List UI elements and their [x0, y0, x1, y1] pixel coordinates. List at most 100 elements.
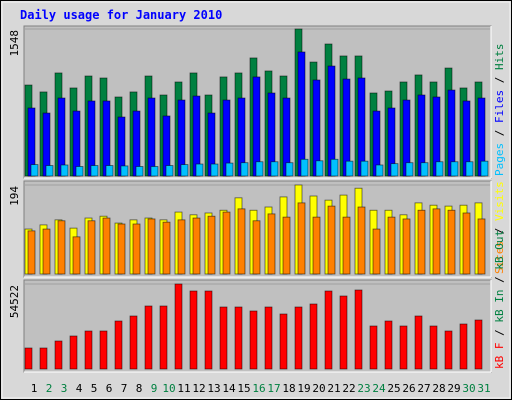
bar [132, 223, 141, 275]
legend: kB F / kB In / kB Out [493, 230, 506, 369]
bar [252, 76, 261, 177]
bar [444, 330, 453, 370]
bar [369, 325, 378, 370]
bar [120, 165, 129, 177]
bar [375, 164, 384, 177]
bar [192, 217, 201, 275]
bar [354, 289, 363, 370]
x-tick-label: 1 [31, 382, 38, 395]
bar [54, 340, 63, 370]
bar [144, 305, 153, 370]
x-tick-label: 14 [222, 382, 236, 395]
bar [240, 162, 249, 177]
bar [27, 230, 36, 275]
bar [162, 221, 171, 275]
bar [189, 290, 198, 370]
bar [249, 310, 258, 370]
x-tick-label: 20 [312, 382, 325, 395]
x-tick-label: 8 [136, 382, 143, 395]
bar [387, 216, 396, 275]
x-tick-label: 18 [282, 382, 295, 395]
bar [414, 315, 423, 370]
bar [432, 208, 441, 275]
bar [165, 165, 174, 177]
bar [405, 162, 414, 177]
x-tick-label: 31 [477, 382, 490, 395]
bar [114, 320, 123, 370]
bar [237, 208, 246, 275]
x-tick-label: 15 [237, 382, 250, 395]
legend-entry: Hits [493, 44, 506, 71]
bar [147, 97, 156, 177]
bar [195, 163, 204, 177]
bar [282, 216, 291, 275]
bar [174, 283, 183, 370]
bar [150, 166, 159, 177]
bar [159, 305, 168, 370]
bar [297, 51, 306, 177]
bar [294, 306, 303, 370]
bar [60, 164, 69, 177]
legend-entry: Files [493, 90, 506, 123]
bar [330, 158, 339, 177]
bar [102, 100, 111, 177]
x-tick-label: 4 [76, 382, 83, 395]
x-tick-label: 28 [432, 382, 445, 395]
legend-entry: Pages [493, 143, 506, 176]
bar [219, 306, 228, 370]
x-tick-label: 24 [372, 382, 386, 395]
bar [75, 166, 84, 177]
bar [177, 219, 186, 275]
bar [264, 306, 273, 370]
x-tick-label: 13 [207, 382, 220, 395]
x-tick-label: 11 [177, 382, 190, 395]
bar [255, 161, 264, 177]
y-tick-label: 54522 [8, 285, 21, 318]
bar [234, 306, 243, 370]
x-tick-label: 16 [252, 382, 265, 395]
bar [339, 295, 348, 370]
legend: Sites / Visits [493, 181, 506, 274]
x-tick-label: 23 [357, 382, 370, 395]
x-tick-label: 17 [267, 382, 280, 395]
bar [30, 164, 39, 177]
bar [324, 290, 333, 370]
bar [72, 236, 81, 275]
bar [327, 205, 336, 275]
bar [84, 330, 93, 370]
bar [465, 161, 474, 177]
legend-separator: / [493, 221, 506, 241]
legend-separator: / [493, 70, 506, 90]
bar [57, 220, 66, 275]
bar [45, 165, 54, 177]
bar [225, 162, 234, 177]
y-tick-label: 194 [8, 186, 21, 206]
bar [474, 319, 483, 370]
bar [135, 166, 144, 177]
bar [117, 223, 126, 275]
bar [297, 202, 306, 275]
x-tick-label: 5 [91, 382, 98, 395]
bar [42, 228, 51, 275]
x-tick-label: 21 [327, 382, 340, 395]
bar [480, 160, 489, 177]
bar [345, 160, 354, 177]
legend-entry: Visits [493, 181, 506, 221]
x-tick-label: 7 [121, 382, 128, 395]
bar [315, 160, 324, 177]
bar [57, 97, 66, 177]
bar [69, 335, 78, 370]
legend-separator: / [493, 323, 506, 343]
legend-separator: / [493, 270, 506, 290]
x-tick-label: 30 [462, 382, 475, 395]
x-tick-label: 29 [447, 382, 460, 395]
bar [102, 217, 111, 275]
x-tick-label: 9 [151, 382, 158, 395]
bar [429, 325, 438, 370]
bar [204, 290, 213, 370]
bar [477, 218, 486, 275]
bar [90, 165, 99, 177]
